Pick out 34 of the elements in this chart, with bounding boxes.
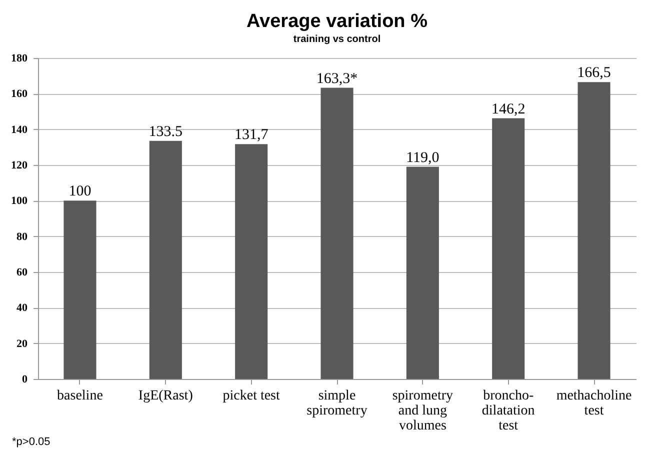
y-tick-label: 80 bbox=[16, 230, 28, 243]
bar bbox=[578, 82, 610, 379]
y-tick-label: 160 bbox=[11, 88, 28, 100]
y-tick-label: 120 bbox=[11, 160, 28, 172]
x-tick-label: picket test bbox=[222, 388, 280, 404]
y-tick-label: 180 bbox=[11, 52, 28, 64]
bar bbox=[320, 88, 354, 379]
bar bbox=[492, 118, 525, 379]
bar bbox=[406, 166, 439, 379]
x-tick-label: baseline bbox=[57, 388, 103, 404]
data-label: 131,7 bbox=[234, 127, 269, 144]
y-tick-label: 60 bbox=[16, 266, 28, 278]
x-tick-label: simple spirometry bbox=[306, 388, 368, 418]
chart-title: Average variation % bbox=[246, 11, 428, 32]
data-label: 166,5 bbox=[577, 65, 611, 82]
chart-subtitle: training vs control bbox=[293, 34, 381, 45]
y-tick-label: 140 bbox=[11, 124, 28, 136]
data-label: 163,3* bbox=[316, 70, 358, 87]
bar bbox=[149, 140, 182, 379]
y-tick-label: 40 bbox=[16, 302, 28, 314]
data-label: 146,2 bbox=[491, 101, 526, 118]
y-tick-label: 20 bbox=[16, 338, 28, 350]
x-tick-label: broncho-dilatation test bbox=[482, 388, 535, 434]
data-label: 133.5 bbox=[148, 124, 183, 140]
data-label: 119,0 bbox=[406, 150, 440, 166]
y-tick-label: 0 bbox=[22, 374, 28, 386]
x-tick-label: IgE(Rast) bbox=[138, 388, 194, 404]
bar bbox=[235, 144, 268, 379]
bar bbox=[64, 200, 96, 379]
x-tick-label: spirometry and lung volumes bbox=[392, 388, 453, 434]
data-label: 100 bbox=[68, 184, 92, 200]
x-tick-label: methacholine test bbox=[556, 388, 632, 418]
y-tick-label: 100 bbox=[11, 195, 28, 208]
text: *p>0.05 bbox=[12, 436, 50, 448]
